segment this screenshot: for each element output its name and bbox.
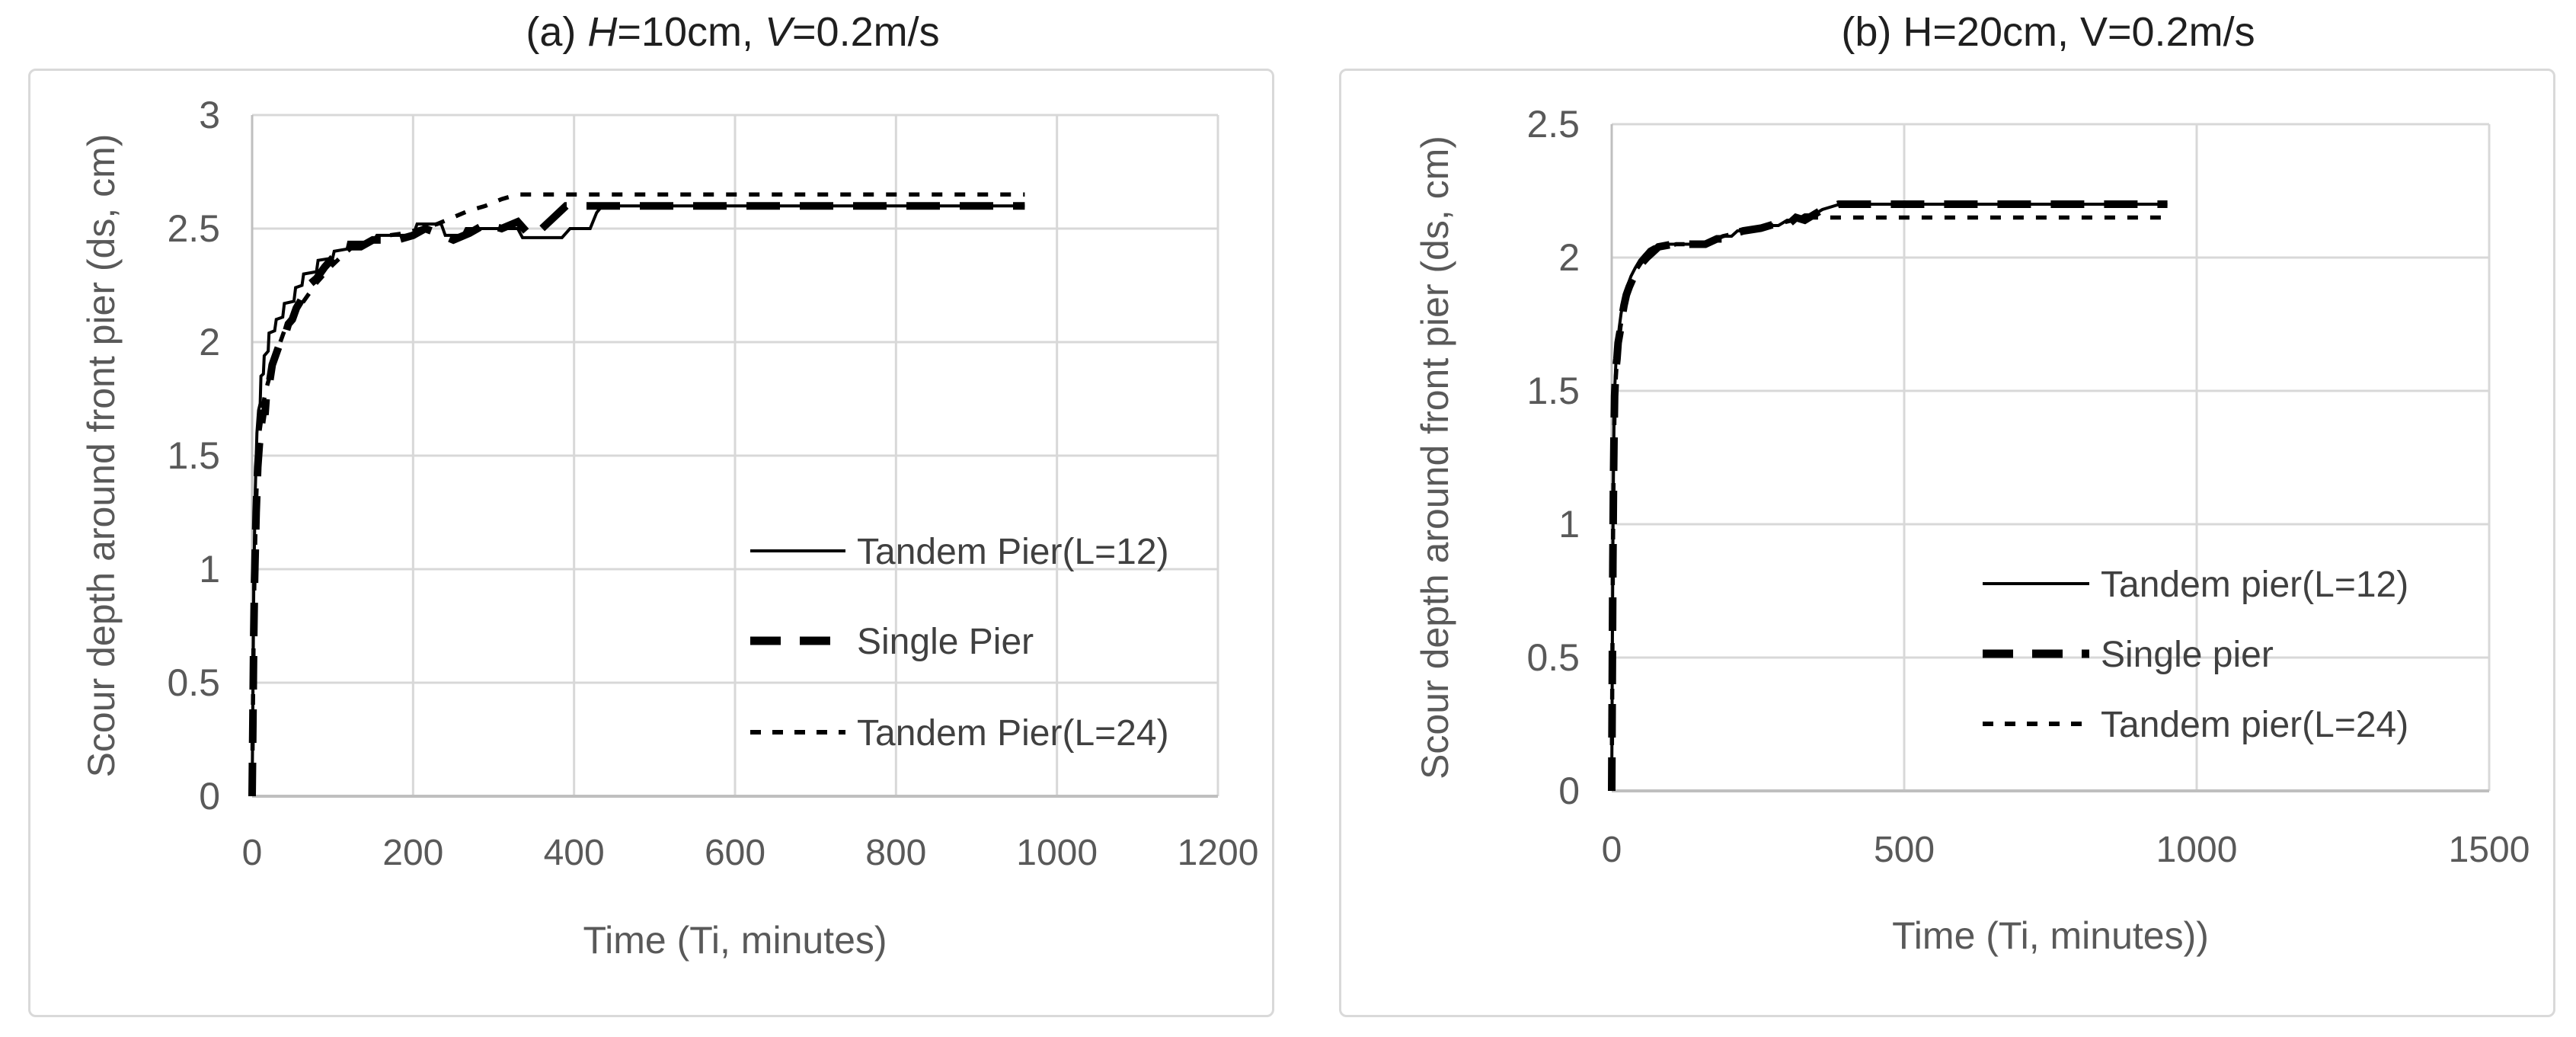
legend-label: Single pier (2101, 635, 2274, 675)
legend-item-tandem-pier-l-24: Tandem pier(L=24) (1983, 705, 2408, 745)
legend-item-single-pier: Single pier (1983, 635, 2274, 675)
chart-b-canvas: 0 500 1000 1500 0 0.5 1 1.5 2 2.5 Time (Ti, minute… (1414, 103, 2530, 957)
x-tick-label: 600 (705, 833, 765, 873)
x-tick-label: 200 (382, 833, 443, 873)
x-tick-label: 1000 (1016, 833, 1098, 873)
y-tick-label: 2.5 (1526, 103, 1580, 146)
x-tick-label: 0 (242, 833, 263, 873)
x-axis-title: Time (Ti, minutes)) (1892, 914, 2209, 957)
series-line-tandem-pier-l-12 (1610, 203, 2168, 792)
legend-label: Tandem Pier(L=24) (857, 713, 1169, 754)
chart-title-segment: (b) H=20cm, V=0.2m/s (1841, 9, 2255, 55)
gridlines (251, 114, 1219, 798)
y-tick-label: 2 (1558, 236, 1580, 279)
series-line-tandem-pier-l-24 (1609, 215, 2171, 792)
chart-a-canvas: 0 200 400 600 800 1000 1200 0 0.5 1 1.5 2 2.5 3 Time (… (80, 94, 1259, 962)
chart-b-panel: 0 500 1000 1500 0 0.5 1 1.5 2 2.5 Time (Ti, minute… (1339, 69, 2555, 1017)
y-axis-title: Scour depth around front pier (ds, cm) (80, 134, 123, 778)
x-tick-label: 1200 (1178, 833, 1259, 873)
legend-label: Tandem pier(L=24) (2101, 705, 2408, 745)
chart-title-segment: =10cm, (617, 9, 765, 55)
series-line-single-pier (248, 202, 1025, 797)
y-tick-label: 1.5 (167, 434, 220, 477)
legend-label: Tandem Pier(L=12) (857, 532, 1169, 572)
y-tick-label: 1 (199, 548, 220, 591)
y-tick-label: 0.5 (167, 661, 220, 704)
chart-a-panel: 0 200 400 600 800 1000 1200 0 0.5 1 1.5 2 2.5 3 Time (… (28, 69, 1274, 1017)
y-tick-label: 3 (199, 94, 220, 136)
y-tick-label: 0.5 (1526, 636, 1580, 679)
y-tick-label: 2 (199, 321, 220, 363)
y-tick-label: 0 (1558, 770, 1580, 812)
legend-item-tandem-pier-l-24: Tandem Pier(L=24) (750, 713, 1169, 754)
legend-label: Tandem pier(L=12) (2101, 565, 2408, 605)
y-tick-label: 1.5 (1526, 370, 1580, 412)
legend-item-single-pier: Single Pier (750, 622, 1034, 662)
y-tick-label: 2.5 (167, 207, 220, 250)
chart-a-title: (a) H=10cm, V=0.2m/s (250, 5, 1216, 59)
x-tick-label: 400 (544, 833, 605, 873)
gridlines (1610, 123, 2491, 792)
chart-title-segment: (a) (526, 9, 588, 55)
series-line-single-pier (1608, 200, 2168, 792)
x-tick-label: 1500 (2449, 830, 2530, 870)
x-tick-label: 1000 (2156, 830, 2238, 870)
y-tick-label: 0 (199, 775, 220, 818)
y-axis-title: Scour depth around front pier (ds, cm) (1414, 136, 1456, 779)
legend: Tandem pier(L=12) Single pier Tandem pier(… (1983, 565, 2408, 745)
x-tick-label: 500 (1874, 830, 1935, 870)
x-tick-label: 0 (1602, 830, 1622, 870)
legend-label: Single Pier (857, 622, 1034, 662)
legend-item-tandem-pier-l-12: Tandem Pier(L=12) (750, 532, 1169, 572)
x-axis-title: Time (Ti, minutes) (583, 919, 887, 962)
chart-title-segment: =0.2m/s (792, 9, 940, 55)
chart-b-title: (b) H=20cm, V=0.2m/s (1609, 5, 2487, 59)
chart-title-segment: V (764, 9, 793, 55)
series-line-tandem-pier-l-24 (250, 192, 1025, 797)
legend: Tandem Pier(L=12) Single Pier Tandem Pier(… (750, 532, 1169, 754)
series-line-tandem-pier-l-12 (251, 204, 1025, 797)
y-tick-label: 1 (1558, 503, 1580, 546)
x-tick-label: 800 (865, 833, 926, 873)
chart-title-segment: H (587, 9, 618, 55)
legend-item-tandem-pier-l-12: Tandem pier(L=12) (1983, 565, 2408, 605)
